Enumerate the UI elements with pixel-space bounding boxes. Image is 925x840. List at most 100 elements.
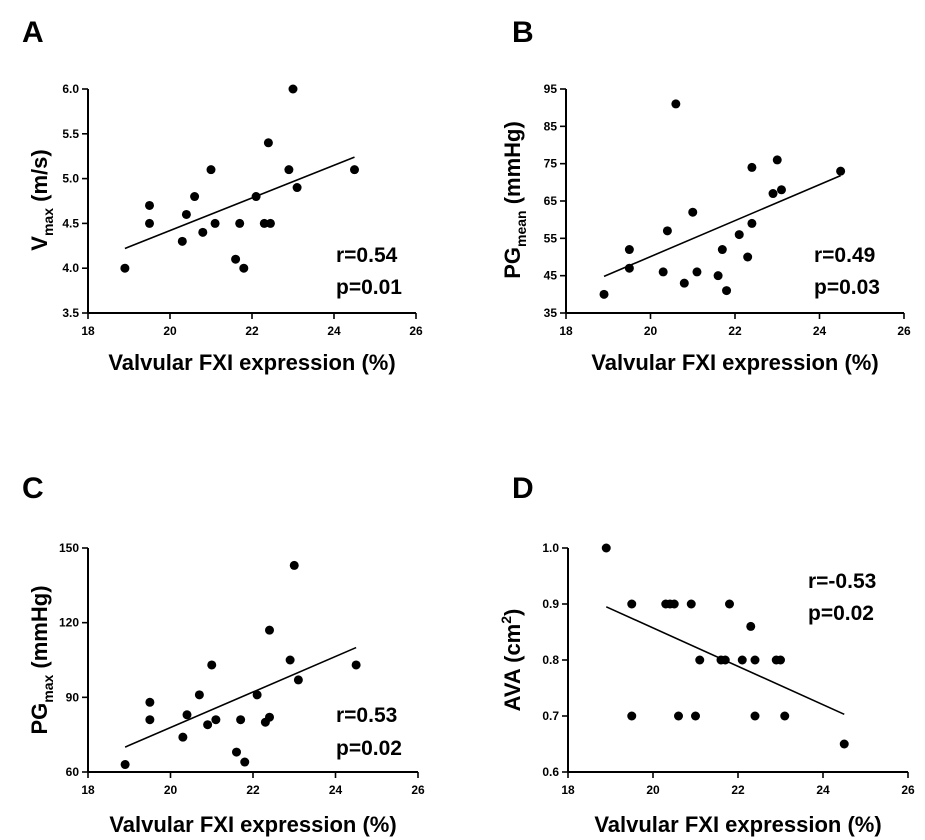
y-tick-label: 85 — [544, 119, 558, 133]
y-axis-label-subscript: max — [40, 208, 56, 236]
data-point — [691, 711, 700, 721]
data-point — [768, 189, 778, 199]
panel-letter: C — [22, 472, 44, 505]
regression-line — [124, 156, 355, 250]
y-axis-label-main: AVA — [500, 668, 525, 711]
data-point — [210, 218, 220, 228]
data-point — [198, 227, 208, 237]
data-point — [284, 165, 294, 175]
y-axis-label: PGmean (mmHg) — [500, 121, 529, 279]
x-tick-label: 18 — [561, 783, 575, 797]
data-point — [181, 209, 191, 219]
x-tick-label: 18 — [81, 783, 95, 797]
data-point — [750, 655, 760, 665]
y-axis-label-unit: (m/s) — [27, 149, 52, 208]
panel-letter: A — [22, 16, 44, 49]
data-point — [293, 675, 303, 685]
data-point — [776, 185, 786, 195]
data-point — [120, 760, 130, 770]
y-axis-label-subscript: mean — [513, 210, 529, 247]
data-point — [627, 711, 637, 721]
data-point — [750, 711, 760, 721]
x-tick-label: 26 — [897, 324, 911, 338]
y-tick-label: 4.0 — [62, 261, 79, 275]
y-tick-label: 3.5 — [62, 306, 79, 320]
data-point — [658, 267, 668, 277]
data-point — [627, 599, 637, 609]
data-point — [285, 655, 295, 665]
data-point — [692, 267, 702, 277]
data-point — [780, 711, 790, 721]
data-point — [743, 252, 753, 262]
y-tick-label: 150 — [59, 541, 79, 555]
y-tick-label: 75 — [544, 157, 558, 171]
y-tick-label: 65 — [544, 194, 558, 208]
y-axis-label-unit: (cm — [500, 624, 525, 669]
data-point — [669, 599, 679, 609]
data-point — [839, 739, 849, 749]
panel-a: A 18 20 22 24 26 3.5 4.0 4.5 5.0 5.5 6.0 r=0.54 p=0.0… — [22, 16, 423, 375]
x-axis-label: Valvular FXI expression (%) — [109, 812, 396, 837]
correlation-r: r=0.49 — [814, 244, 875, 267]
x-tick-label: 24 — [813, 324, 827, 338]
y-axis-label-main: V — [27, 236, 52, 251]
panel-b: B 18 20 22 24 26 35 45 55 65 75 85 95 r=0.49 p=0.03 Val… — [500, 16, 911, 375]
data-point — [776, 655, 785, 665]
panel-d: D 18 20 22 24 26 0.6 0.7 0.8 0.9 1.0 r=-0.53 p=0.02 V… — [498, 472, 915, 837]
panel-c: C 18 20 22 24 26 60 90 120 150 r=0.53 p=0.02 Valvula… — [22, 472, 425, 837]
data-point — [717, 245, 727, 255]
data-point — [235, 218, 245, 228]
data-point — [232, 747, 241, 757]
y-tick-label: 6.0 — [62, 82, 79, 96]
p-value: p=0.01 — [336, 276, 402, 299]
data-point — [695, 655, 705, 665]
data-point — [145, 697, 155, 707]
x-tick-label: 20 — [163, 324, 177, 338]
data-point — [145, 200, 154, 210]
p-value: p=0.02 — [336, 737, 402, 760]
data-point — [725, 599, 734, 609]
data-point — [203, 720, 213, 730]
data-point — [236, 715, 246, 725]
data-point — [722, 286, 732, 296]
correlation-r: r=0.53 — [336, 704, 397, 727]
y-tick-label: 0.8 — [542, 653, 559, 667]
y-tick-label: 0.6 — [542, 765, 559, 779]
y-tick-label: 5.0 — [62, 172, 79, 186]
data-point — [624, 263, 634, 273]
correlation-r: r=0.54 — [336, 244, 398, 267]
panel-letter: B — [512, 16, 534, 49]
data-point — [836, 166, 846, 176]
data-point — [206, 165, 216, 175]
data-point — [601, 543, 611, 553]
data-point — [688, 207, 698, 217]
x-tick-label: 20 — [644, 324, 658, 338]
x-tick-label: 26 — [409, 324, 423, 338]
y-tick-label: 35 — [544, 306, 558, 320]
x-tick-label: 22 — [728, 324, 742, 338]
y-axis-label-close: ) — [500, 609, 525, 616]
y-axis-label: PGmax (mmHg) — [27, 585, 56, 734]
x-axis-label: Valvular FXI expression (%) — [594, 812, 881, 837]
data-point — [351, 660, 361, 670]
x-tick-label: 20 — [164, 783, 178, 797]
data-point — [747, 218, 757, 228]
y-axis-label: AVA (cm2) — [498, 609, 525, 712]
data-point — [679, 278, 689, 288]
y-tick-label: 120 — [59, 616, 79, 630]
x-tick-label: 20 — [646, 783, 660, 797]
y-axis-label-superscript: 2 — [498, 616, 514, 624]
y-tick-label: 60 — [66, 765, 80, 779]
x-tick-label: 24 — [329, 783, 343, 797]
data-point — [671, 99, 681, 109]
data-point — [211, 715, 221, 725]
data-point — [734, 230, 744, 240]
x-tick-label: 18 — [81, 324, 95, 338]
data-point — [252, 690, 262, 700]
data-point — [599, 289, 609, 299]
data-point — [288, 84, 298, 94]
y-tick-label: 5.5 — [62, 127, 79, 141]
y-axis-label-main: PG — [500, 247, 525, 279]
y-axis-label-main: PG — [27, 703, 52, 735]
